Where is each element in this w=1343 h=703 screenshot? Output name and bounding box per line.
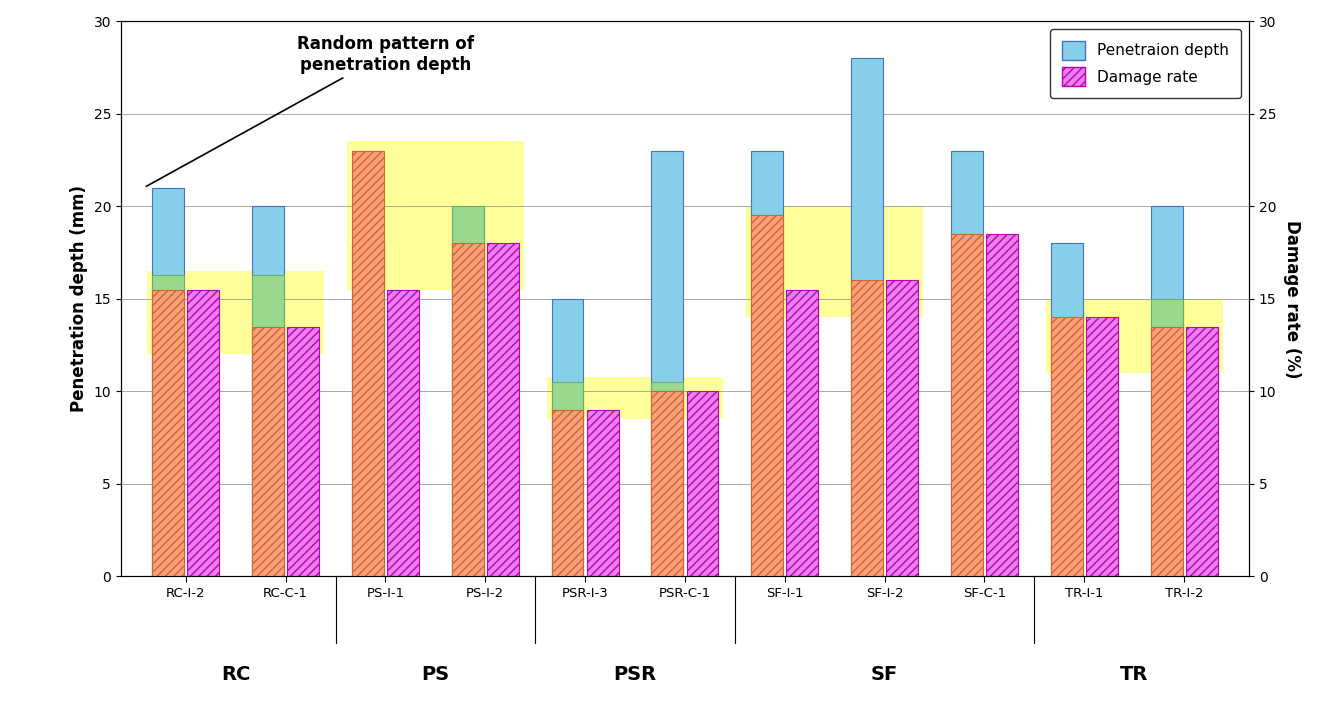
Y-axis label: Penetration depth (mm): Penetration depth (mm) [70, 186, 89, 412]
Bar [552, 410, 583, 576]
Bar [1086, 317, 1117, 576]
Bar [252, 326, 283, 576]
Bar [747, 206, 923, 317]
Bar [751, 215, 783, 576]
Bar [851, 317, 882, 576]
Bar [651, 392, 684, 576]
Bar [851, 280, 882, 576]
Bar [152, 188, 184, 576]
Bar [1186, 326, 1218, 576]
Bar [751, 150, 783, 576]
Bar [188, 290, 219, 576]
Bar [287, 326, 320, 576]
Bar [552, 382, 583, 576]
Bar [951, 234, 983, 576]
Bar [488, 243, 518, 576]
Bar [951, 317, 983, 576]
Bar [587, 410, 619, 576]
Bar [1046, 299, 1222, 373]
Bar [751, 317, 783, 576]
Bar [152, 290, 184, 576]
Bar [851, 58, 882, 576]
Bar [886, 280, 919, 576]
Bar [1151, 299, 1182, 576]
Bar [451, 206, 483, 576]
Text: RC: RC [222, 665, 250, 684]
Bar [352, 243, 384, 576]
Bar [1050, 373, 1082, 576]
Bar [787, 290, 818, 576]
Text: Random pattern of
penetration depth: Random pattern of penetration depth [146, 35, 474, 186]
Bar [252, 275, 283, 576]
Bar [547, 377, 724, 419]
Bar [552, 299, 583, 576]
Bar [352, 243, 384, 576]
Bar [451, 243, 483, 576]
Bar [1151, 326, 1182, 576]
Text: TR: TR [1120, 665, 1148, 684]
Bar [1151, 206, 1182, 576]
Bar [148, 271, 324, 354]
Bar [686, 392, 719, 576]
Bar [651, 150, 684, 576]
Text: SF: SF [872, 665, 898, 684]
Y-axis label: Damage rate (%): Damage rate (%) [1284, 219, 1301, 378]
Bar [986, 234, 1018, 576]
Bar [152, 275, 184, 576]
Bar [387, 290, 419, 576]
Bar [252, 206, 283, 576]
Text: PSR: PSR [614, 665, 657, 684]
Bar [352, 150, 384, 576]
Bar [1050, 243, 1082, 576]
Bar [346, 141, 524, 290]
Bar [1050, 317, 1082, 576]
Bar [451, 206, 483, 576]
Bar [651, 382, 684, 576]
Bar [951, 150, 983, 576]
Text: PS: PS [422, 665, 450, 684]
Legend: Penetraion depth, Damage rate: Penetraion depth, Damage rate [1050, 29, 1241, 98]
